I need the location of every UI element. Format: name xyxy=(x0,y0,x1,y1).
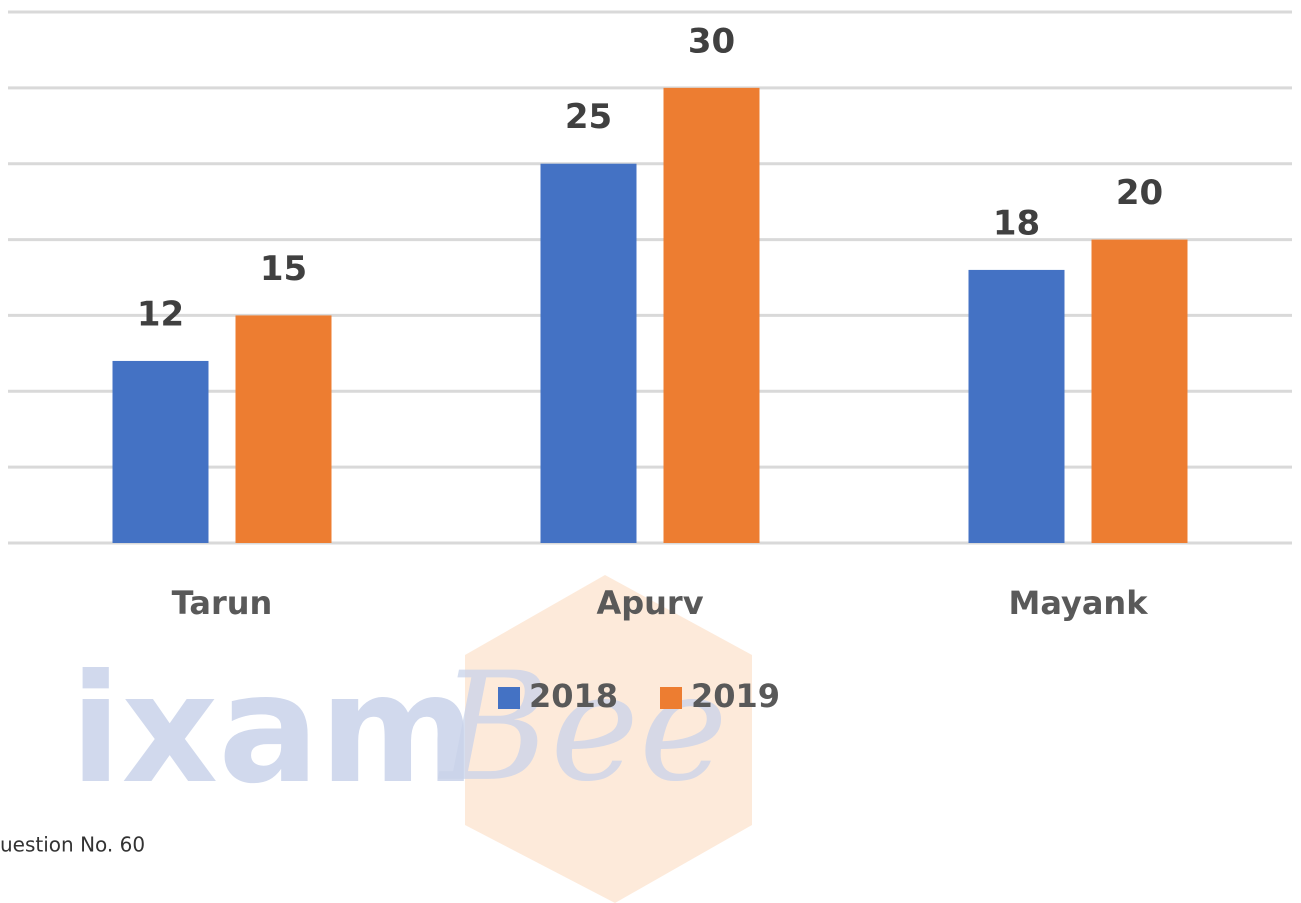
data-label: 18 xyxy=(993,203,1040,243)
legend-label: 2019 xyxy=(691,677,780,715)
watermark-text: ixam xyxy=(70,643,476,817)
bar xyxy=(235,315,332,543)
legend-swatch xyxy=(498,687,520,709)
bar xyxy=(112,360,209,543)
x-tick-label: Apurv xyxy=(596,584,703,622)
legend-swatch xyxy=(660,687,682,709)
bar xyxy=(663,87,760,543)
grid xyxy=(8,10,1292,545)
data-label: 25 xyxy=(565,97,612,137)
annotation: uestion No. 60 xyxy=(0,833,145,857)
data-label: 15 xyxy=(260,249,307,289)
x-tick-label: Mayank xyxy=(1009,584,1149,622)
data-label: 20 xyxy=(1116,173,1163,213)
watermark-hexagon xyxy=(465,575,752,903)
bar xyxy=(1091,239,1188,544)
bars xyxy=(112,87,1188,544)
data-label: 30 xyxy=(688,21,735,61)
bar xyxy=(540,163,637,543)
data-label: 12 xyxy=(137,294,184,334)
watermark-text: Bee xyxy=(437,641,728,815)
x-tick-label: Tarun xyxy=(172,584,273,622)
bar xyxy=(968,269,1065,543)
legend-label: 2018 xyxy=(529,677,618,715)
